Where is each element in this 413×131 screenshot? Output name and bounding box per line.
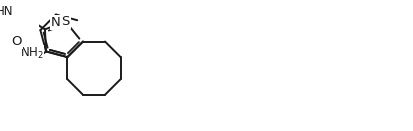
Text: N: N bbox=[51, 16, 61, 29]
Text: HN: HN bbox=[0, 5, 13, 18]
Text: S: S bbox=[61, 15, 70, 28]
Text: O: O bbox=[11, 35, 21, 48]
Text: NH$_2$: NH$_2$ bbox=[19, 46, 43, 61]
